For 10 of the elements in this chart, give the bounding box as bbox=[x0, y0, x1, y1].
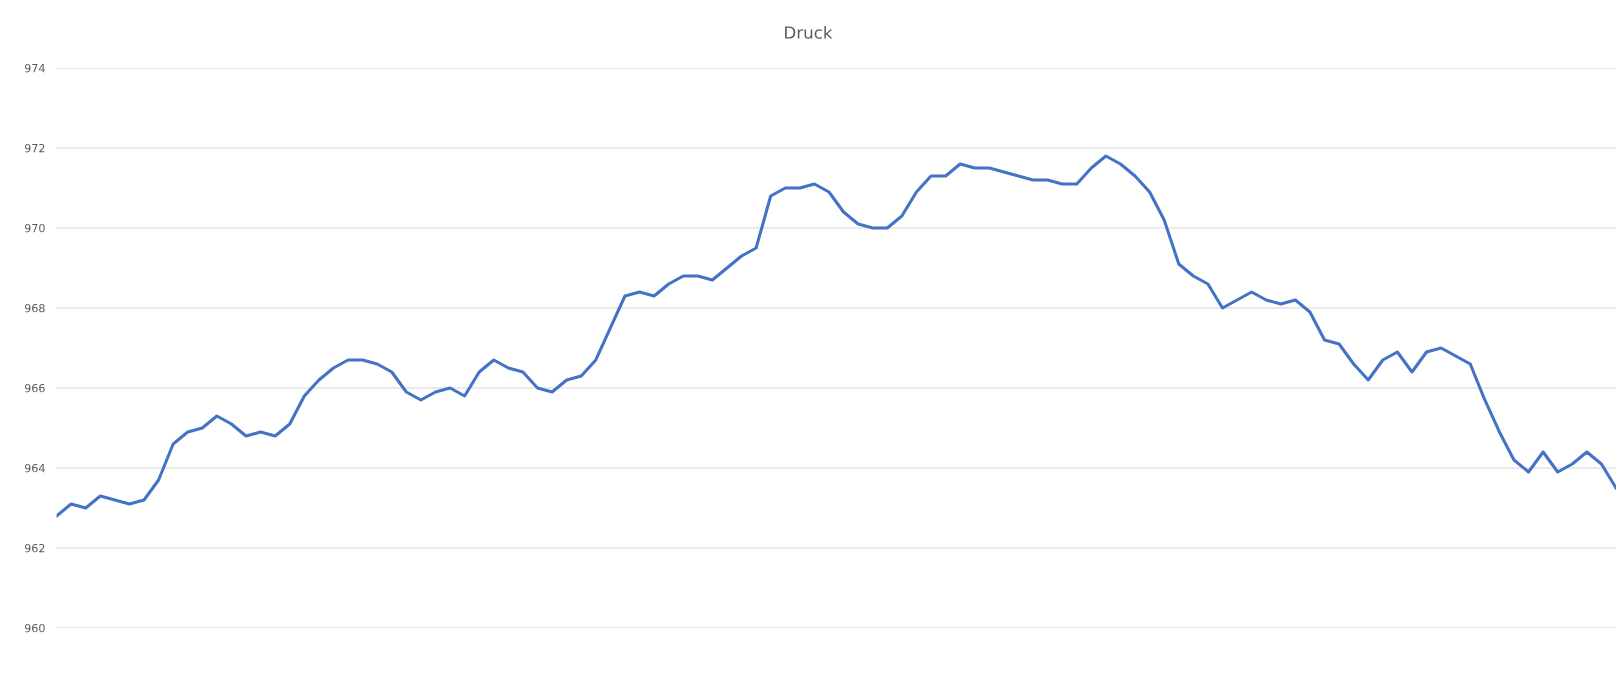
line-series bbox=[56, 154, 1616, 518]
y-tick-label: 962 bbox=[24, 543, 45, 553]
y-tick-label: 966 bbox=[24, 383, 45, 393]
y-tick-label: 964 bbox=[24, 463, 45, 473]
y-tick-label: 968 bbox=[24, 303, 45, 313]
y-tick-label: 960 bbox=[24, 623, 45, 633]
y-tick-label: 974 bbox=[24, 63, 45, 73]
y-tick-label: 972 bbox=[24, 143, 45, 153]
chart-title: Druck bbox=[785, 25, 833, 39]
y-tick-label: 970 bbox=[24, 223, 45, 233]
